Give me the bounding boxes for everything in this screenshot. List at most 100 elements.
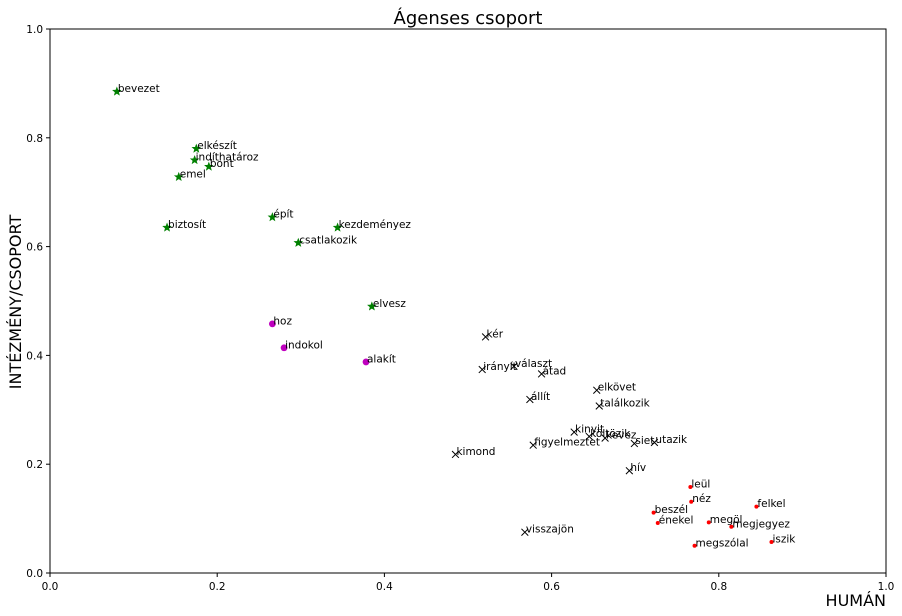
point-label: néz <box>692 493 711 505</box>
dot-marker <box>706 520 711 525</box>
point-label: elkövet <box>598 382 636 394</box>
x-marker <box>601 434 609 442</box>
point-label: leül <box>691 479 710 491</box>
data-point: figyelmeztet <box>529 437 600 449</box>
data-point: elkövet <box>592 382 636 394</box>
y-tick-label: 0.6 <box>26 242 43 254</box>
point-label: beszél <box>655 504 688 516</box>
x-tick-label: 0.2 <box>209 581 226 593</box>
data-point: elvesz <box>367 298 406 311</box>
point-label: kezdeményez <box>339 219 412 231</box>
y-tick-label: 1.0 <box>26 24 43 36</box>
star-marker <box>189 155 200 165</box>
point-label: figyelmeztet <box>534 437 600 449</box>
data-point: találkozik <box>595 397 651 410</box>
x-tick-label: 1.0 <box>878 581 895 593</box>
data-point: biztosít <box>162 219 206 232</box>
x-marker <box>630 439 639 448</box>
point-label: hoz <box>273 315 292 327</box>
dot-marker <box>692 543 697 548</box>
data-point: átad <box>537 365 567 378</box>
y-tick-label: 0.8 <box>26 133 43 145</box>
point-label: átad <box>543 365 567 377</box>
data-point: siet <box>630 435 654 448</box>
data-point: épít <box>267 209 294 222</box>
x-marker <box>625 466 634 475</box>
data-point: visszajön <box>521 524 574 536</box>
point-label: költözik <box>590 428 631 440</box>
data-point: megöl <box>706 514 742 526</box>
star-marker <box>293 237 304 247</box>
point-label: siet <box>635 435 654 447</box>
data-point: néz <box>689 493 711 505</box>
data-point: elkészít <box>191 140 237 153</box>
data-point: felkel <box>754 498 786 510</box>
x-marker <box>510 362 518 371</box>
dot-marker <box>754 504 759 509</box>
star-marker <box>162 222 172 232</box>
dot-marker <box>655 520 660 525</box>
point-label: iszik <box>772 533 796 545</box>
data-point: kezdeményez <box>332 219 412 232</box>
point-label: kimond <box>456 446 495 458</box>
point-label: választ <box>515 358 552 370</box>
point-label: indokol <box>285 339 323 351</box>
data-point: énekel <box>655 514 693 526</box>
data-point: indíthatároz <box>189 152 259 165</box>
data-point: kér <box>481 328 504 341</box>
data-point: bevezet <box>112 83 160 96</box>
chart-title: Ágenses csoport <box>394 7 543 29</box>
x-tick-label: 0.6 <box>543 581 560 593</box>
x-tick-label: 0.4 <box>376 581 393 593</box>
point-label: biztosít <box>168 219 206 231</box>
x-marker <box>451 450 460 459</box>
star-marker <box>173 171 184 182</box>
point-label: kevez <box>606 430 637 442</box>
point-label: indíthatároz <box>196 152 259 164</box>
dot-marker <box>769 539 774 544</box>
point-label: emel <box>180 168 206 180</box>
data-point: megjegyez <box>729 518 790 530</box>
point-label: találkozik <box>600 397 650 409</box>
star-marker <box>332 222 343 232</box>
point-label: kinyit <box>575 424 604 436</box>
data-point: utazik <box>650 434 688 447</box>
data-point: hív <box>625 462 646 475</box>
x-marker <box>592 386 601 394</box>
point-label: csatlakozik <box>299 234 358 246</box>
point-label: bevezet <box>118 83 160 95</box>
star-marker <box>191 143 202 153</box>
dot-marker <box>729 524 734 529</box>
x-marker <box>521 528 529 536</box>
data-point: kinyit <box>570 424 604 436</box>
point-label: elkészít <box>197 140 237 152</box>
x-marker <box>650 438 659 447</box>
dot-marker <box>651 510 656 515</box>
x-marker <box>481 333 490 341</box>
point-label: utazik <box>655 434 688 446</box>
x-marker <box>570 428 578 436</box>
x-marker <box>529 441 537 449</box>
x-marker <box>585 432 593 441</box>
data-point: bont <box>204 158 234 171</box>
axis-ticks: 0.0 0.2 0.4 0.6 0.8 1.0 0.0 0.2 0.4 0.6 0.8 1.0 <box>26 24 894 593</box>
x-marker <box>595 402 604 410</box>
x-marker <box>478 365 486 374</box>
dot-marker <box>688 485 693 490</box>
x-marker <box>537 370 546 378</box>
star-marker <box>267 212 278 222</box>
star-marker <box>367 301 377 311</box>
data-point: beszél <box>651 504 688 516</box>
data-point: emel <box>173 168 206 182</box>
data-point: indokol <box>280 339 323 351</box>
point-label: alakít <box>367 353 396 365</box>
data-point: megszólal <box>692 537 749 549</box>
star-marker <box>112 86 122 96</box>
point-label: kér <box>487 328 504 340</box>
data-point: csatlakozik <box>293 234 358 247</box>
x-tick-label: 0.8 <box>710 581 727 593</box>
circle-marker <box>362 358 370 366</box>
y-tick-label: 0.0 <box>26 568 43 580</box>
